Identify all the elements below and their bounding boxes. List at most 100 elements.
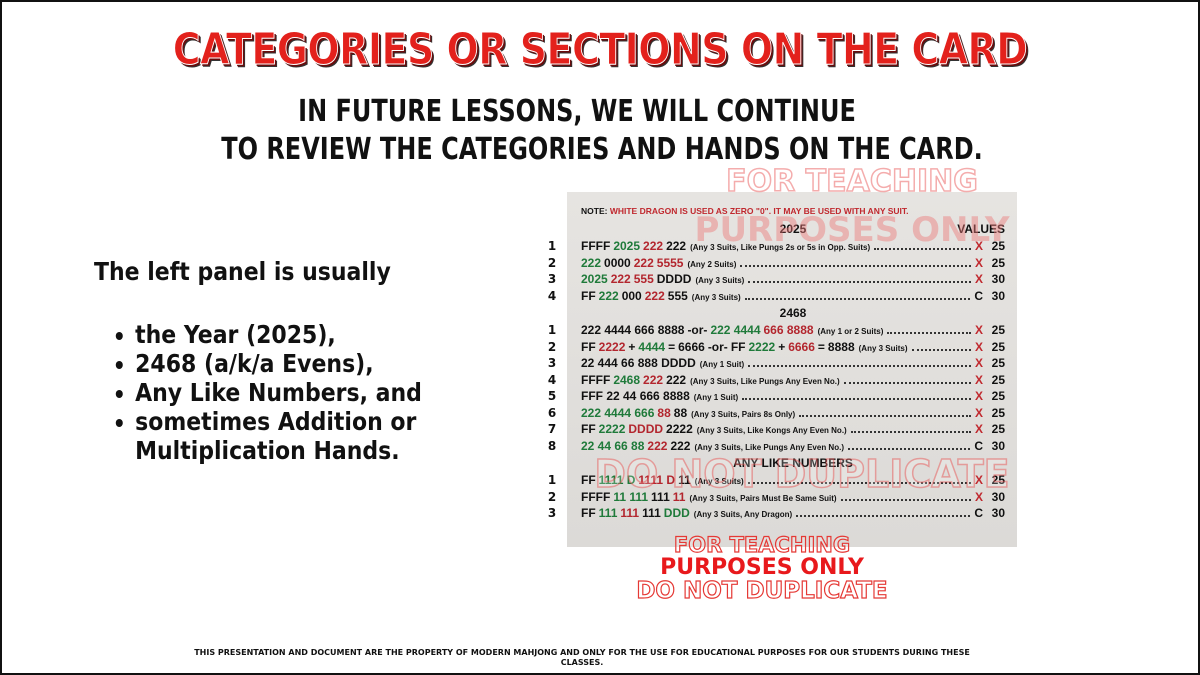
hand-note: (Any 3 Suits): [858, 343, 908, 353]
leader: [742, 398, 971, 401]
hand-number: 3: [547, 506, 557, 520]
tile-group: 2025: [581, 272, 608, 286]
values-header: VALUES: [957, 222, 1005, 236]
tile-group: 222: [647, 438, 668, 453]
value-type: X: [974, 489, 983, 504]
tile-group: DDD: [663, 506, 690, 520]
tile-group: 6666: [788, 339, 815, 354]
hand-number: 3: [547, 356, 557, 370]
tile-group: FFFF: [581, 489, 611, 504]
tile-group: 2222: [598, 422, 626, 436]
points: 30: [991, 489, 1005, 504]
tile-group: 222 4444 666: [581, 405, 655, 420]
watermark: FOR TEACHING: [725, 163, 978, 200]
tile-group: 88: [673, 405, 688, 420]
tile-group: FF: [581, 339, 596, 354]
value-type: X: [974, 339, 983, 354]
tile-group: 2025: [613, 239, 641, 253]
hand-number: 1: [547, 239, 557, 253]
points: 25: [991, 473, 1005, 487]
points: 30: [991, 288, 1005, 303]
points: 25: [991, 239, 1005, 253]
bullet: the Year (2025),: [135, 320, 478, 349]
watermark: DO NOT DUPLICATE: [636, 577, 888, 604]
points: 25: [991, 422, 1005, 436]
tile-group: 11: [672, 489, 686, 504]
hand-note: (Any 3 Suits): [695, 276, 745, 285]
points: 25: [991, 339, 1005, 354]
tile-group: 222: [666, 239, 687, 253]
value-type: C: [974, 506, 983, 520]
subtitle-line: TO REVIEW THE CATEGORIES AND HANDS ON TH…: [221, 132, 983, 167]
hand-number: 3: [547, 272, 557, 286]
tile-group: 22 444 66 888 DDDD: [581, 356, 696, 370]
points: 25: [991, 405, 1005, 420]
tile-group: 555: [633, 272, 654, 286]
tile-group: 222: [581, 255, 602, 270]
slide-title: CATEGORIES OR SECTIONS ON THE CARD: [172, 24, 1028, 76]
leader: [744, 297, 971, 300]
tile-group: DDDD: [656, 272, 692, 286]
hand-row: 1 FF 1111 D 1111 D 11 (Any 3 Suits) X 25: [548, 472, 1005, 489]
hand-number: 8: [547, 438, 557, 453]
leader: [748, 365, 971, 368]
tile-group: 222: [666, 372, 687, 387]
leader: [843, 381, 971, 384]
bullet: sometimes Addition or Multiplication Han…: [135, 407, 478, 465]
section-title: ANY LIKE NUMBERS: [733, 456, 853, 470]
hand-row: 2 FF 2222 +4444 = 6666 -or- FF 2222 +6666 = 8888 (An…: [548, 339, 1005, 356]
points: 30: [991, 272, 1005, 286]
leader: [850, 431, 971, 434]
tile-group: +: [628, 339, 636, 354]
tile-group: 222: [633, 255, 654, 270]
tile-group: 222: [670, 438, 691, 453]
section-title: 2025: [779, 222, 807, 236]
tile-group: FFFF: [581, 372, 611, 387]
hand-number: 2: [547, 489, 557, 504]
tile-group: 222: [644, 288, 665, 303]
hand-number: 4: [547, 372, 557, 387]
value-type: X: [974, 356, 983, 370]
tile-group: 222 4444 666 8888: [581, 323, 685, 337]
hand-row: 1 222 4444 666 8888 -or- 222 4444 666 8888 (A…: [548, 322, 1005, 339]
value-type: X: [974, 255, 983, 270]
points: 25: [991, 372, 1005, 387]
tile-group: 4444: [638, 339, 666, 354]
hand-note: (Any 3 Suits, Pairs Must Be Same Suit): [689, 493, 837, 503]
bullet: Any Like Numbers, and: [135, 378, 478, 407]
card-sections: 2025 VALUES 1 FFFF 2025 222 222 (Any 3 Suits, L…: [548, 220, 1005, 522]
value-type: X: [974, 473, 983, 487]
hand-number: 5: [547, 389, 557, 403]
tile-group: 222: [610, 272, 631, 286]
hand-note: (Any 3 Suits, Like Kongs Any Even No.): [696, 426, 847, 435]
leader: [740, 264, 971, 267]
leader: [911, 348, 971, 351]
section-header: 2468: [581, 304, 1005, 322]
note-label: NOTE:: [581, 206, 608, 216]
hand-row: 4 FFFF 2468 222 222 (Any 3 Suits, Like Pungs …: [548, 372, 1005, 389]
hand-note: (Any 2 Suits): [687, 259, 737, 269]
tile-group: 5555: [656, 255, 684, 270]
hand-note: (Any 3 Suits, Like Pungs Any Even No.): [690, 376, 840, 386]
hand-note: (Any 3 Suits, Any Dragon): [693, 510, 793, 519]
leader: [887, 332, 971, 335]
points: 30: [991, 438, 1005, 453]
tile-group: 222: [643, 239, 664, 253]
points: 30: [991, 506, 1005, 520]
value-type: X: [974, 405, 983, 420]
hand-row: 6 222 4444 666 88 88 (Any 3 Suits, Pairs 8s …: [548, 405, 1005, 422]
hand-note: (Any 1 or 2 Suits): [817, 327, 884, 336]
hand-note: (Any 3 Suits, Like Pungs Any Even No.): [694, 442, 844, 452]
watermark: PURPOSES ONLY: [660, 555, 864, 580]
hand-number: 2: [547, 339, 557, 354]
tile-group: 2222: [598, 339, 626, 354]
section-header: ANY LIKE NUMBERS: [581, 454, 1005, 472]
hand-row: 4 FF 222 000 222 555 (Any 3 Suits) C 30: [548, 288, 1005, 305]
tile-group: FF: [581, 422, 596, 436]
tile-group: 666 8888: [763, 323, 814, 337]
tile-group: +: [778, 339, 786, 354]
tile-group: 8888: [827, 339, 855, 354]
mahjong-card: NOTE: WHITE DRAGON IS USED AS ZERO "0". …: [548, 192, 1017, 547]
points: 25: [991, 389, 1005, 403]
